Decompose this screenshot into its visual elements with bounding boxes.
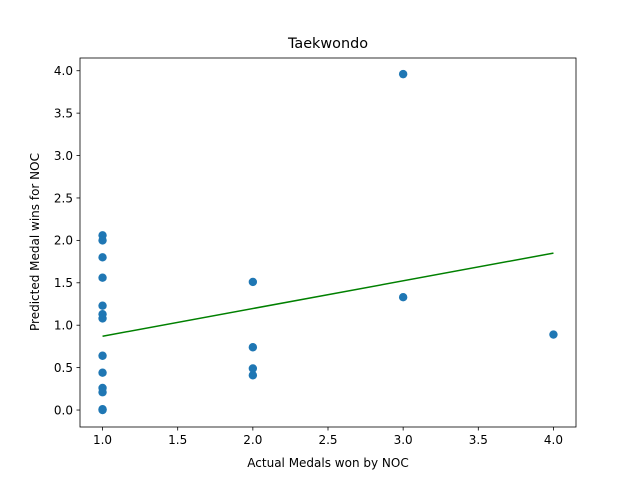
x-tick-label: 3.0 [394, 433, 413, 447]
y-tick-label: 0.5 [54, 361, 73, 375]
scatter-point [398, 69, 408, 79]
scatter-point [98, 314, 107, 323]
y-tick-label: 2.0 [54, 234, 73, 248]
x-axis-ticks: 1.0 1.5 2.0 2.5 3.0 3.5 4.0 [93, 427, 563, 447]
y-tick-label: 4.0 [54, 64, 73, 78]
x-tick-label: 1.5 [168, 433, 187, 447]
chart-title: Taekwondo [287, 36, 368, 52]
x-tick-label: 1.0 [93, 433, 112, 447]
scatter-point [98, 301, 107, 310]
scatter-point [248, 364, 258, 373]
scatter-point [98, 405, 107, 415]
scatter-point [98, 273, 107, 282]
x-tick-label: 2.0 [243, 433, 262, 447]
y-tick-label: 1.5 [54, 276, 73, 290]
scatter-point [98, 368, 107, 377]
trend-line [102, 252, 554, 337]
y-tick-label: 3.5 [54, 106, 73, 120]
x-tick-label: 4.0 [544, 433, 563, 447]
y-axis-ticks: 0.0 0.5 1.0 1.5 2.0 2.5 3.0 3.5 4.0 [54, 64, 80, 417]
scatter-point [248, 343, 258, 352]
y-tick-label: 0.0 [54, 403, 73, 417]
plot-area [98, 69, 558, 415]
scatter-point [98, 388, 107, 397]
x-axis-label: Actual Medals won by NOC [247, 456, 408, 470]
y-axis-label: Predicted Medal wins for NOC [28, 153, 42, 331]
scatter-point [98, 351, 107, 360]
y-tick-label: 1.0 [54, 319, 73, 333]
scatter-point [248, 371, 258, 380]
scatter-point [398, 293, 408, 302]
x-tick-label: 2.5 [318, 433, 337, 447]
x-tick-label: 3.5 [469, 433, 488, 447]
scatter-point [549, 330, 558, 339]
scatter-point [248, 277, 258, 287]
scatter-point [98, 253, 107, 262]
scatter-point [98, 236, 107, 245]
y-tick-label: 2.5 [54, 191, 73, 205]
y-tick-label: 3.0 [54, 149, 73, 163]
